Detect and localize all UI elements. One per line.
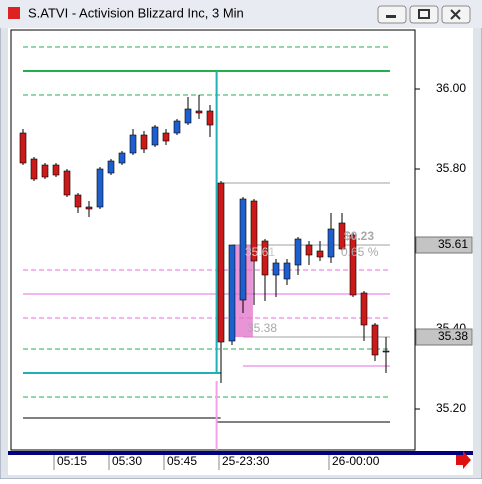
y-tick-label: 35.80 bbox=[436, 161, 466, 175]
candle-body bbox=[371, 324, 379, 356]
candle-body bbox=[96, 168, 104, 208]
maximize-icon bbox=[418, 9, 430, 19]
candle-body bbox=[129, 134, 137, 154]
candle-body bbox=[228, 244, 236, 342]
measure-high: 35.61 bbox=[245, 245, 275, 259]
candle-body bbox=[162, 132, 170, 142]
candle-body bbox=[74, 194, 82, 208]
candle-body bbox=[217, 182, 225, 343]
maximize-button[interactable] bbox=[409, 5, 439, 24]
candle-body bbox=[140, 134, 148, 150]
candle-body bbox=[305, 244, 313, 256]
candle-body bbox=[239, 198, 247, 301]
candle-body bbox=[360, 292, 368, 326]
close-icon bbox=[450, 9, 461, 20]
candle-body bbox=[382, 350, 390, 353]
window-title: S.ATVI - Activision Blizzard Inc, 3 Min bbox=[28, 5, 244, 20]
candle-body bbox=[41, 164, 49, 178]
x-tick-label: 26-00:00 bbox=[332, 454, 380, 468]
price-box bbox=[415, 328, 473, 346]
candle-body bbox=[30, 158, 38, 180]
x-tick-label: 05:15 bbox=[57, 454, 87, 468]
x-tick-label: 25-23:30 bbox=[222, 454, 270, 468]
candle-body bbox=[261, 240, 269, 276]
x-tick-label: 05:45 bbox=[167, 454, 197, 468]
candle-body bbox=[294, 238, 302, 266]
y-tick-label: 35.20 bbox=[436, 401, 466, 415]
candle-body bbox=[85, 206, 93, 210]
candle-body bbox=[151, 126, 159, 146]
minimize-button[interactable] bbox=[377, 5, 407, 24]
candle-body bbox=[316, 250, 324, 258]
candle-body bbox=[173, 120, 181, 134]
minimize-icon bbox=[386, 15, 396, 18]
candle-body bbox=[107, 160, 115, 174]
candle-body bbox=[63, 170, 71, 196]
chart-layer: $0.230.65 %35.6135.3836.0035.8035.4035.2… bbox=[19, 46, 473, 470]
x-tick-label: 05:30 bbox=[112, 454, 142, 468]
price-label: 35.61 bbox=[438, 237, 468, 251]
candle-body bbox=[250, 200, 258, 262]
measure-change: $0.23 bbox=[344, 229, 374, 243]
plot-area bbox=[10, 29, 416, 451]
candle-body bbox=[338, 222, 346, 250]
candle-body bbox=[195, 110, 203, 114]
candle-body bbox=[184, 108, 192, 124]
measure-low: 35.38 bbox=[247, 321, 277, 335]
app-icon bbox=[8, 7, 20, 19]
price-box bbox=[415, 236, 473, 254]
y-tick-label: 36.00 bbox=[436, 81, 466, 95]
candle-body bbox=[272, 262, 280, 276]
candle-body bbox=[118, 152, 126, 164]
time-bar bbox=[8, 451, 473, 455]
candle-body bbox=[206, 110, 214, 126]
scroll-right-arrow[interactable] bbox=[456, 451, 471, 469]
measure-pct: 0.65 % bbox=[341, 245, 379, 259]
candle-body bbox=[52, 164, 60, 176]
candle-body bbox=[327, 228, 335, 258]
candle-body bbox=[349, 234, 357, 296]
candle-body bbox=[19, 132, 27, 164]
price-label: 35.38 bbox=[438, 329, 468, 343]
candle-body bbox=[283, 262, 291, 280]
